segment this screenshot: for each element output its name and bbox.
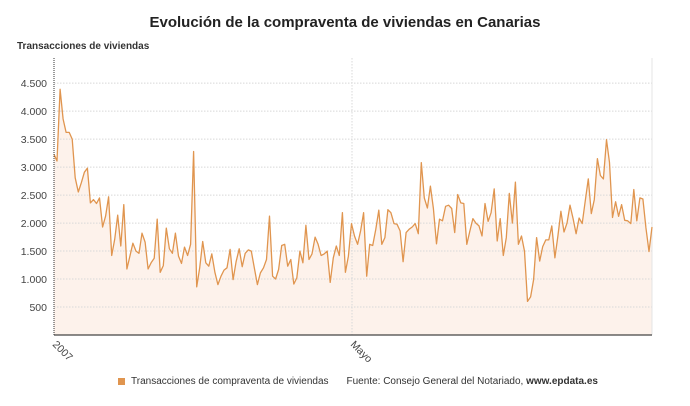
area-fill xyxy=(54,89,652,335)
y-tick-label: 1.500 xyxy=(21,246,47,258)
y-tick-label: 4.000 xyxy=(21,106,47,118)
y-tick-label: 3.000 xyxy=(21,162,47,174)
x-tick-label: Mayo xyxy=(348,339,375,366)
legend-swatch xyxy=(118,378,125,385)
chart-title: Evolución de la compraventa de viviendas… xyxy=(149,14,541,31)
y-tick-label: 500 xyxy=(29,302,47,314)
source-label: Fuente: Consejo General del Notariado, xyxy=(346,376,524,387)
source-site: www.epdata.es xyxy=(526,376,598,387)
legend-label: Transacciones de compraventa de vivienda… xyxy=(131,376,329,387)
legend: Transacciones de compraventa de vivienda… xyxy=(118,376,598,387)
y-tick-label: 2.000 xyxy=(21,218,47,230)
y-tick-label: 3.500 xyxy=(21,134,47,146)
series-line xyxy=(53,88,653,303)
y-tick-label: 1.000 xyxy=(21,274,47,286)
source-note: Fuente: Consejo General del Notariado, w… xyxy=(347,376,598,387)
y-tick-label: 4.500 xyxy=(21,78,47,90)
y-tick-label: 2.500 xyxy=(21,190,47,202)
y-axis-label: Transacciones de viviendas xyxy=(17,41,150,52)
x-tick-label: 2007 xyxy=(50,339,75,364)
